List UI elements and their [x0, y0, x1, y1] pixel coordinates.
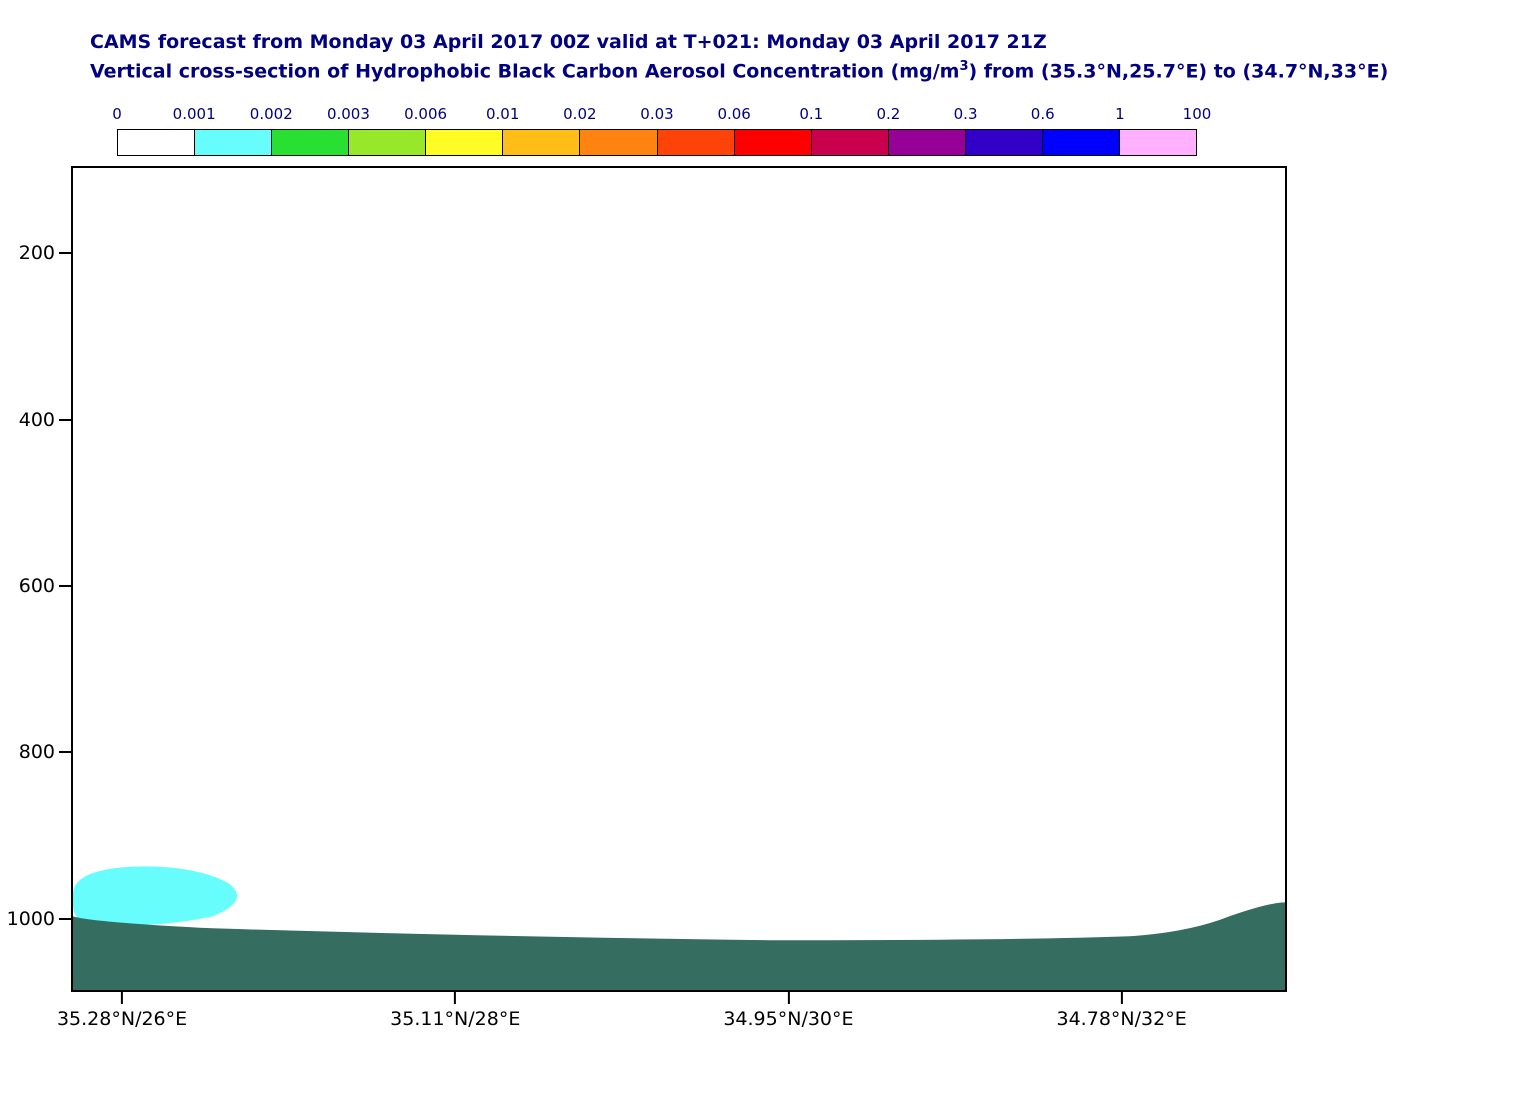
y-tick-label: 200 — [19, 242, 59, 264]
colorbar-tick-label: 0.06 — [717, 105, 750, 123]
y-tick-mark — [59, 918, 71, 920]
x-tick-mark — [1121, 992, 1123, 1004]
colorbar-cell — [812, 130, 889, 155]
colorbar-cell — [889, 130, 966, 155]
x-tick-label: 34.95°N/30°E — [723, 1008, 853, 1030]
colorbar-cell — [349, 130, 426, 155]
y-tick-label: 800 — [19, 741, 59, 763]
colorbar-tick-label: 0.001 — [173, 105, 216, 123]
colorbar-cell — [1043, 130, 1120, 155]
x-tick-label: 34.78°N/32°E — [1057, 1008, 1187, 1030]
x-tick-label: 35.28°N/26°E — [57, 1008, 187, 1030]
colorbar-cell — [272, 130, 349, 155]
chart-title-line2: Vertical cross-section of Hydrophobic Bl… — [90, 57, 1388, 86]
title-line2-prefix: Vertical cross-section of Hydrophobic Bl… — [90, 60, 959, 82]
colorbar-cell — [503, 130, 580, 155]
concentration-blob — [73, 866, 237, 925]
plot-area — [71, 166, 1287, 992]
x-tick: 35.28°N/26°E — [57, 992, 187, 1030]
colorbar-labels: 00.0010.0020.0030.0060.010.020.030.060.1… — [117, 105, 1197, 125]
y-tick: 1000 — [7, 908, 71, 930]
colorbar-tick-label: 100 — [1183, 105, 1212, 123]
colorbar-cell — [426, 130, 503, 155]
colorbar-tick-label: 0.01 — [486, 105, 519, 123]
x-tick: 34.78°N/32°E — [1057, 992, 1187, 1030]
x-tick: 35.11°N/28°E — [390, 992, 520, 1030]
y-tick-mark — [59, 252, 71, 254]
y-tick-mark — [59, 419, 71, 421]
plot-svg — [73, 168, 1285, 990]
y-tick: 800 — [19, 741, 71, 763]
y-tick-mark — [59, 751, 71, 753]
colorbar-cell — [580, 130, 657, 155]
y-tick: 600 — [19, 575, 71, 597]
colorbar-cell — [195, 130, 272, 155]
colorbar-tick-label: 0.2 — [876, 105, 900, 123]
y-tick-label: 400 — [19, 409, 59, 431]
colorbar-cell — [1120, 130, 1196, 155]
colorbar-tick-label: 1 — [1115, 105, 1125, 123]
title-line2-suffix: ) from (35.3°N,25.7°E) to (34.7°N,33°E) — [968, 60, 1388, 82]
y-axis: 200 400 600 800 1000 — [0, 166, 71, 992]
y-tick-label: 600 — [19, 575, 59, 597]
colorbar: 00.0010.0020.0030.0060.010.020.030.060.1… — [117, 105, 1197, 156]
x-tick-mark — [121, 992, 123, 1004]
colorbar-tick-label: 0.1 — [799, 105, 823, 123]
x-tick: 34.95°N/30°E — [723, 992, 853, 1030]
colorbar-tick-label: 0.6 — [1031, 105, 1055, 123]
colorbar-tick-label: 0 — [112, 105, 122, 123]
colorbar-tick-label: 0.3 — [954, 105, 978, 123]
colorbar-cell — [118, 130, 195, 155]
colorbar-cell — [735, 130, 812, 155]
x-tick-mark — [787, 992, 789, 1004]
x-tick-mark — [454, 992, 456, 1004]
colorbar-cells — [117, 129, 1197, 156]
colorbar-tick-label: 0.002 — [250, 105, 293, 123]
colorbar-tick-label: 0.003 — [327, 105, 370, 123]
colorbar-cell — [966, 130, 1043, 155]
colorbar-cell — [658, 130, 735, 155]
chart-title-block: CAMS forecast from Monday 03 April 2017 … — [90, 28, 1388, 85]
y-tick-mark — [59, 585, 71, 587]
x-axis: 35.28°N/26°E35.11°N/28°E34.95°N/30°E34.7… — [71, 992, 1287, 1042]
y-tick: 200 — [19, 242, 71, 264]
y-tick-label: 1000 — [7, 908, 59, 930]
colorbar-tick-label: 0.03 — [640, 105, 673, 123]
y-tick: 400 — [19, 409, 71, 431]
colorbar-tick-label: 0.02 — [563, 105, 596, 123]
terrain-silhouette — [73, 902, 1285, 990]
chart-title-line1: CAMS forecast from Monday 03 April 2017 … — [90, 28, 1388, 57]
x-tick-label: 35.11°N/28°E — [390, 1008, 520, 1030]
colorbar-tick-label: 0.006 — [404, 105, 447, 123]
